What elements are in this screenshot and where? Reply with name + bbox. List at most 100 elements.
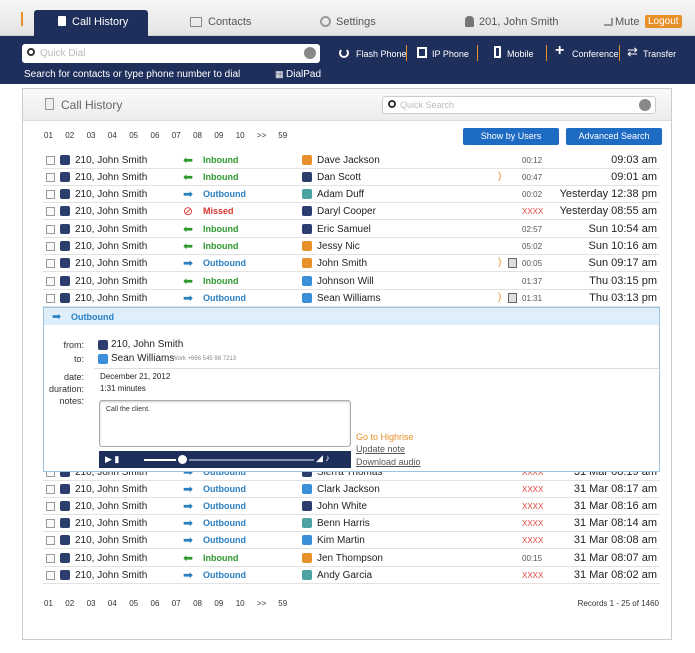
- checkbox[interactable]: [46, 570, 55, 580]
- page-link[interactable]: 02: [65, 599, 75, 608]
- call-row[interactable]: 210, John Smith ➡ Outbound John White XXXX 31…: [43, 498, 660, 515]
- volume[interactable]: ◢ ♪: [316, 453, 330, 463]
- call-row[interactable]: 210, John Smith ⬅ Inbound Jessy Nic 05:02 Sun…: [43, 238, 660, 255]
- page-link[interactable]: 02: [65, 131, 75, 140]
- page-link[interactable]: 07: [171, 131, 181, 140]
- update-note-link[interactable]: Update note: [356, 444, 406, 454]
- page-link[interactable]: 04: [107, 131, 117, 140]
- call-row[interactable]: 210, John Smith ⬅ Inbound Jen Thompson 00:15…: [43, 550, 660, 567]
- contact[interactable]: Andy Garcia: [317, 569, 373, 581]
- page-link[interactable]: >>: [257, 599, 267, 608]
- call-row[interactable]: 210, John Smith ⬅ Inbound Dave Jackson 00:12…: [43, 152, 660, 169]
- contact[interactable]: Sean Williams: [317, 292, 381, 304]
- page-link[interactable]: 05: [129, 599, 139, 608]
- page-link[interactable]: 05: [129, 131, 139, 140]
- contact[interactable]: Sierra Thomas: [317, 466, 383, 478]
- contact[interactable]: Dan Scott: [317, 171, 361, 183]
- checkbox[interactable]: [46, 484, 55, 494]
- page-link[interactable]: 08: [193, 599, 202, 608]
- checkbox[interactable]: [46, 259, 55, 269]
- page-link[interactable]: 04: [107, 599, 117, 608]
- checkbox[interactable]: [46, 155, 55, 165]
- call-row[interactable]: 210, John Smith ➡ Outbound Benn Harris XXXX 3…: [43, 515, 660, 533]
- call-row[interactable]: 210, John Smith ➡ Outbound Adam Duff 00:02 Ye…: [43, 186, 660, 204]
- tab-user[interactable]: 201, John Smith: [479, 16, 559, 28]
- clear-button[interactable]: [639, 99, 651, 111]
- call-row[interactable]: 210, John Smith ➡ Outbound Clark Jackson XXX…: [43, 481, 660, 498]
- page-link[interactable]: 06: [150, 599, 160, 608]
- page-link[interactable]: 09: [214, 599, 224, 608]
- ip-phone[interactable]: IP Phone: [432, 49, 469, 59]
- page-link[interactable]: >>: [257, 131, 267, 140]
- page-link[interactable]: 03: [86, 131, 96, 140]
- mobile[interactable]: Mobile: [507, 49, 534, 59]
- contact[interactable]: Benn Harris: [317, 518, 370, 530]
- checkbox[interactable]: [46, 172, 55, 182]
- audio-icon[interactable]: ): [498, 257, 502, 269]
- contact[interactable]: Clark Jackson: [317, 483, 380, 495]
- page-link[interactable]: 01: [44, 599, 53, 608]
- contact[interactable]: Adam Duff: [317, 189, 365, 201]
- checkbox[interactable]: [46, 207, 55, 217]
- page-link[interactable]: 09: [214, 131, 224, 140]
- checkbox[interactable]: [46, 536, 55, 546]
- page-link[interactable]: 08: [193, 131, 202, 140]
- call-row[interactable]: 210, John Smith ⬅ Inbound Johnson Will 01:37…: [43, 273, 660, 290]
- progress-knob[interactable]: [176, 453, 189, 466]
- checkbox[interactable]: [46, 276, 55, 286]
- contact[interactable]: Dave Jackson: [317, 154, 380, 166]
- checkbox[interactable]: [46, 293, 55, 303]
- conference[interactable]: Conference: [572, 49, 619, 59]
- tab-contacts[interactable]: Contacts: [208, 16, 252, 28]
- checkbox[interactable]: [46, 242, 55, 251]
- clear-button[interactable]: [304, 47, 316, 59]
- call-row[interactable]: 210, John Smith ➡ Outbound Andy Garcia XXXX 3…: [43, 567, 660, 584]
- download-audio-link[interactable]: Download audio: [356, 457, 421, 467]
- play-button[interactable]: ▶ ▮: [105, 454, 120, 464]
- mute[interactable]: Mute: [615, 16, 640, 28]
- quick-dial-input[interactable]: [22, 44, 320, 63]
- call-row[interactable]: 210, John Smith ⬅ Inbound Eric Samuel 02:57 S…: [43, 221, 660, 238]
- audio-icon[interactable]: ): [498, 170, 502, 182]
- tab-settings[interactable]: Settings: [336, 16, 376, 28]
- contact[interactable]: John White: [317, 500, 368, 512]
- page-link[interactable]: 59: [278, 131, 288, 140]
- flash-phone[interactable]: Flash Phone: [356, 49, 407, 59]
- contact[interactable]: Jen Thompson: [317, 552, 383, 564]
- call-row[interactable]: 210, John Smith ⊘ Missed Daryl Cooper XXXX Ye…: [43, 203, 660, 221]
- page-link[interactable]: 59: [278, 599, 288, 608]
- notes-box[interactable]: [99, 400, 351, 447]
- checkbox[interactable]: [46, 553, 55, 563]
- show-by-users[interactable]: Show by Users: [463, 128, 559, 145]
- contact[interactable]: Eric Samuel: [317, 223, 371, 235]
- page-link[interactable]: 06: [150, 131, 160, 140]
- call-row[interactable]: 210, John Smith ➡ Outbound Kim Martin XXXX 31…: [43, 532, 660, 550]
- page-link[interactable]: 07: [171, 599, 181, 608]
- highrise-link[interactable]: Go to Highrise: [356, 432, 414, 442]
- quick-search-input[interactable]: [382, 96, 656, 114]
- call-row[interactable]: 210, John Smith ⬅ Inbound Dan Scott) 00:47 09…: [43, 169, 660, 186]
- audio-icon[interactable]: ): [498, 291, 502, 303]
- page-link[interactable]: 10: [235, 131, 245, 140]
- contact[interactable]: Jessy Nic: [317, 241, 360, 252]
- voicemail-icon[interactable]: [508, 258, 517, 269]
- active-tab[interactable]: [34, 10, 148, 37]
- transfer[interactable]: Transfer: [643, 49, 677, 59]
- contact[interactable]: Daryl Cooper: [317, 206, 376, 218]
- contact[interactable]: Johnson Will: [317, 275, 374, 287]
- checkbox[interactable]: [46, 224, 55, 234]
- dialpad[interactable]: DialPad: [286, 69, 322, 80]
- call-row[interactable]: 210, John Smith ➡ Outbound Sean Williams) 01…: [43, 290, 660, 307]
- tab-call-history[interactable]: Call History: [72, 16, 129, 28]
- page-link[interactable]: 03: [86, 599, 96, 608]
- call-row[interactable]: 210, John Smith ➡ Outbound John Smith) 00:05…: [43, 255, 660, 273]
- contact[interactable]: Kim Martin: [317, 535, 365, 547]
- checkbox[interactable]: [46, 501, 55, 511]
- contact[interactable]: John Smith: [317, 258, 368, 270]
- page-link[interactable]: 10: [235, 599, 245, 608]
- checkbox[interactable]: [46, 519, 55, 529]
- voicemail-icon[interactable]: [508, 292, 517, 303]
- logout[interactable]: Logout: [645, 15, 682, 28]
- advanced-search[interactable]: Advanced Search: [566, 128, 662, 145]
- checkbox[interactable]: [46, 190, 55, 200]
